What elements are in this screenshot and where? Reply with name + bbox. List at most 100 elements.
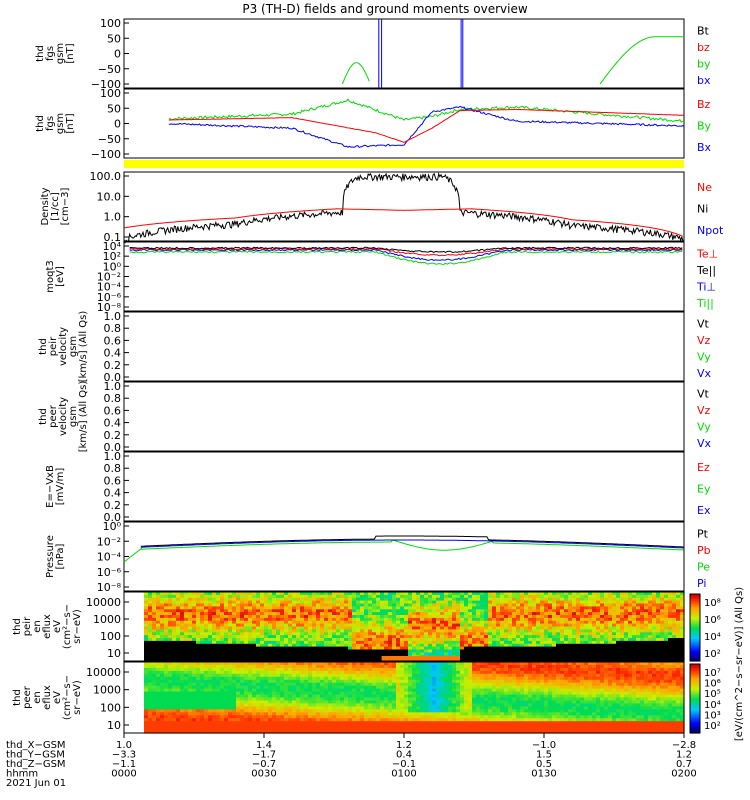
spectrogram-cell — [216, 629, 221, 633]
spectrogram-cell — [204, 685, 209, 690]
spectrogram-cell — [412, 623, 417, 628]
spectrogram-cell — [636, 597, 641, 602]
spectrogram-cell — [620, 620, 625, 625]
spectrogram-cell — [412, 629, 417, 633]
spectrogram-cell — [308, 730, 313, 734]
spectrogram-cell — [552, 615, 557, 619]
spectrogram-cell — [472, 606, 477, 610]
spectrogram-cell — [524, 620, 529, 625]
spectrogram-cell — [260, 673, 265, 678]
spectrogram-cell — [468, 649, 473, 653]
spectrogram-cell — [292, 597, 297, 602]
spectrogram-cell — [576, 615, 581, 619]
spectrogram-cell — [208, 646, 213, 651]
spectrogram-cell — [320, 670, 325, 675]
spectrogram-cell — [252, 609, 257, 613]
y-tick-label: 1000 — [93, 613, 121, 626]
spectrogram-cell — [176, 594, 181, 599]
spectrogram-cell — [608, 597, 613, 602]
y-tick-label: 0.2 — [104, 429, 122, 442]
spectrogram-cell — [360, 662, 365, 666]
spectrogram-cell — [336, 730, 341, 734]
spectrogram-cell — [488, 609, 493, 613]
spectrogram-cell — [272, 617, 277, 622]
spectrogram-cell — [364, 662, 369, 666]
spectrogram-cell — [144, 655, 149, 659]
spectrogram-cell — [424, 609, 429, 613]
spectrogram-cell — [188, 606, 193, 610]
spectrogram-cell — [520, 643, 525, 648]
y-axis-label: thd — [35, 115, 46, 132]
spectrogram-cell — [424, 612, 429, 616]
spectrogram-cell — [500, 649, 505, 653]
spectrogram-cell — [416, 629, 421, 633]
spectrogram-cell — [292, 682, 297, 687]
spectrogram-cell — [176, 649, 181, 653]
spectrogram-cell — [472, 638, 477, 642]
spectrogram-cell — [680, 652, 685, 656]
spectrogram-cell — [444, 592, 449, 596]
spectrogram-cell — [304, 718, 309, 722]
spectrogram-cell — [356, 694, 361, 699]
spectrogram-cell — [168, 640, 173, 645]
spectrogram-cell — [500, 635, 505, 639]
spectrogram-cell — [260, 706, 265, 710]
spectrogram-cell — [312, 662, 317, 666]
spectrogram-cell — [544, 600, 549, 605]
spectrogram-cell — [260, 679, 265, 684]
spectrogram-cell — [308, 603, 313, 607]
spectrogram-cell — [348, 694, 353, 699]
spectrogram-cell — [608, 612, 613, 616]
spectrogram-cell — [412, 594, 417, 599]
spectrogram-cell — [168, 709, 173, 713]
spectrogram-cell — [480, 615, 485, 619]
spectrogram-cell — [616, 655, 621, 659]
spectrogram-cell — [344, 640, 349, 645]
spectrogram-cell — [468, 597, 473, 602]
spectrogram-cell — [512, 640, 517, 645]
spectrogram-cell — [268, 652, 273, 656]
spectrogram-cell — [276, 715, 281, 719]
spectrogram-cell — [216, 673, 221, 678]
spectrogram-cell — [224, 646, 229, 651]
legend-bx: bx — [697, 74, 711, 87]
spectrogram-cell — [256, 679, 261, 684]
spectrogram-cell — [572, 638, 577, 642]
spectrogram-cell — [332, 640, 337, 645]
spectrogram-cell — [504, 646, 509, 651]
spectrogram-cell — [156, 676, 161, 681]
spectrogram-cell — [264, 615, 269, 619]
spectrogram-cell — [432, 629, 437, 633]
spectrogram-cell — [176, 640, 181, 645]
spectrogram-cell — [324, 682, 329, 687]
spectrogram-cell — [328, 676, 333, 681]
spectrogram-cell — [176, 676, 181, 681]
spectrogram-cell — [264, 700, 269, 705]
spectrogram-cell — [152, 682, 157, 687]
spectrogram-cell — [168, 646, 173, 651]
spectrogram-cell — [552, 620, 557, 625]
spectrogram-cell — [576, 638, 581, 642]
spectrogram-cell — [296, 612, 301, 616]
spectrogram-cell — [352, 646, 357, 651]
spectrogram-cell — [284, 643, 289, 648]
spectrogram-cell — [204, 658, 209, 662]
spectrogram-cell — [520, 597, 525, 602]
spectrogram-cell — [272, 594, 277, 599]
spectrogram-cell — [220, 629, 225, 633]
spectrogram-cell — [368, 727, 373, 731]
spectrogram-cell — [532, 652, 537, 656]
spectrogram-cell — [512, 655, 517, 659]
spectrogram-cell — [280, 592, 285, 596]
spectrogram-cell — [184, 640, 189, 645]
spectrogram-cell — [672, 643, 677, 648]
spectrogram-cell — [228, 727, 233, 731]
spectrogram-cell — [344, 682, 349, 687]
spectrogram-cell — [224, 643, 229, 648]
spectrogram-cell — [536, 623, 541, 628]
spectrogram-cell — [556, 643, 561, 648]
spectrogram-cell — [480, 617, 485, 622]
spectrogram-cell — [464, 629, 469, 633]
spectrogram-cell — [636, 606, 641, 610]
spectrogram-cell — [364, 694, 369, 699]
